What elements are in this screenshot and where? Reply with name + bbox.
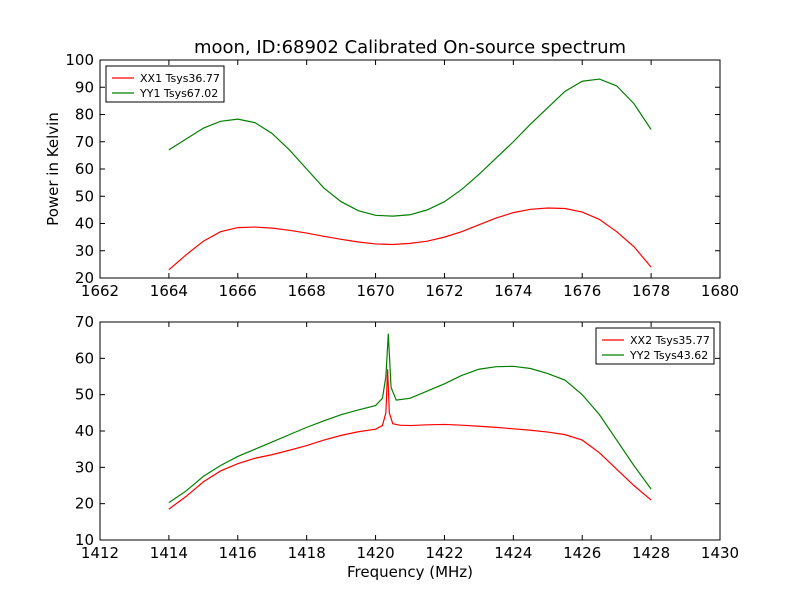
y-tick-label: 100	[65, 51, 94, 69]
y-tick-label: 60	[75, 349, 94, 367]
legend-box	[105, 65, 225, 103]
series-line-1	[168, 369, 652, 510]
y-tick-label: 90	[75, 78, 94, 96]
y-tick-label: 50	[75, 386, 94, 404]
x-tick-label: 1426	[563, 544, 601, 562]
x-tick-label: 1424	[494, 544, 532, 562]
x-tick-label: 1676	[563, 282, 601, 300]
y-tick-label: 10	[75, 531, 94, 549]
y-tick-label: 70	[75, 313, 94, 331]
y-tick-label: 40	[75, 422, 94, 440]
legend-label: XX1 Tsys36.77	[140, 72, 220, 85]
x-tick-label: 1672	[425, 282, 463, 300]
x-tick-label: 1670	[356, 282, 394, 300]
y-tick-label: 30	[75, 242, 94, 260]
y-tick-label: 30	[75, 458, 94, 476]
x-tick-label: 1428	[632, 544, 670, 562]
series-line-2	[168, 333, 652, 504]
x-tick-label: 1414	[150, 544, 188, 562]
x-tick-label: 1662	[81, 282, 119, 300]
y-tick-label: 20	[75, 269, 94, 287]
y-tick-label: 50	[75, 187, 94, 205]
x-tick-label: 1668	[288, 282, 326, 300]
chart-panel-1: 1662 1664 1666 1668 1670 1672 1674 1676 1678 1680…	[65, 51, 739, 300]
legend-label: YY2 Tsys43.62	[629, 349, 708, 362]
y-tick-label: 60	[75, 160, 94, 178]
panels: 1662 1664 1666 1668 1670 1672 1674 1676 1678 1680…	[65, 51, 739, 562]
y-tick-label: 80	[75, 106, 94, 124]
x-tick-label: 1430	[701, 544, 739, 562]
series-line-1	[168, 207, 652, 271]
x-tick-label: 1412	[81, 544, 119, 562]
y-tick-label: 70	[75, 133, 94, 151]
x-tick-label: 1420	[356, 544, 394, 562]
y-tick-label: 20	[75, 495, 94, 513]
legend-label: YY1 Tsys67.02	[139, 87, 218, 100]
chart-panel-2: 1412 1414 1416 1418 1420 1422 1424 1426 1428 1430…	[75, 313, 739, 562]
legend-box	[595, 327, 715, 365]
x-tick-label: 1418	[288, 544, 326, 562]
x-tick-label: 1680	[701, 282, 739, 300]
legend: XX2 Tsys35.77 YY2 Tsys43.62	[595, 327, 715, 365]
x-tick-label: 1416	[219, 544, 257, 562]
x-tick-label: 1666	[219, 282, 257, 300]
x-tick-label: 1664	[150, 282, 188, 300]
x-axis-label: Frequency (MHz)	[347, 563, 473, 581]
x-tick-label: 1674	[494, 282, 532, 300]
x-tick-label: 1678	[632, 282, 670, 300]
x-tick-label: 1422	[425, 544, 463, 562]
series-line-2	[168, 78, 652, 217]
legend-label: XX2 Tsys35.77	[630, 334, 710, 347]
y-axis-label: Power in Kelvin	[44, 112, 62, 226]
figure-title: moon, ID:68902 Calibrated On-source spec…	[194, 37, 626, 58]
legend: XX1 Tsys36.77 YY1 Tsys67.02	[105, 65, 225, 103]
y-tick-label: 40	[75, 215, 94, 233]
